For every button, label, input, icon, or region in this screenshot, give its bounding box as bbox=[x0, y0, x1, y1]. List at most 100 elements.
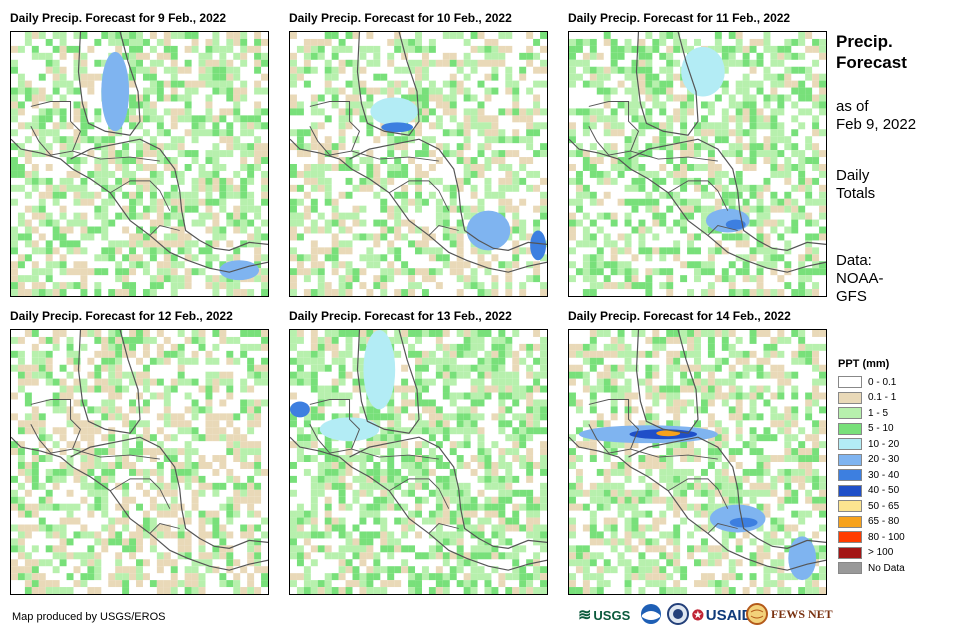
precip-cell bbox=[491, 371, 499, 379]
precip-cell bbox=[666, 448, 674, 456]
precip-cell bbox=[456, 184, 464, 192]
precip-cell bbox=[505, 468, 513, 476]
pacific-coastline bbox=[11, 138, 268, 273]
precip-cell bbox=[94, 143, 102, 151]
precip-cell bbox=[66, 226, 74, 234]
precip-cell bbox=[80, 559, 88, 567]
precip-cell bbox=[94, 385, 102, 393]
precip-cell bbox=[394, 330, 402, 337]
precip-cell bbox=[624, 268, 632, 276]
precip-cell bbox=[149, 468, 157, 476]
precip-cell bbox=[108, 378, 116, 386]
precip-cell bbox=[136, 371, 143, 379]
precip-cell bbox=[115, 462, 123, 469]
precip-cell bbox=[303, 177, 311, 185]
precip-cell bbox=[707, 150, 715, 158]
precip-cell bbox=[17, 573, 25, 581]
precip-cell bbox=[505, 462, 513, 469]
precip-cell bbox=[463, 330, 471, 337]
precip-cell bbox=[156, 52, 164, 60]
precip-cell bbox=[11, 448, 18, 456]
precip-cell bbox=[477, 45, 485, 53]
precip-cell bbox=[212, 282, 220, 290]
precip-cell bbox=[184, 247, 192, 255]
precip-cell bbox=[198, 343, 206, 351]
precip-cell bbox=[819, 261, 826, 269]
precip-cell bbox=[149, 275, 157, 283]
precip-cell bbox=[589, 531, 597, 539]
precip-cell bbox=[805, 108, 813, 116]
precip-cell bbox=[191, 489, 199, 497]
precip-cell bbox=[226, 545, 234, 553]
precip-cell bbox=[212, 73, 220, 81]
precip-cell bbox=[687, 364, 695, 372]
precip-cell bbox=[589, 52, 597, 60]
precip-cell bbox=[805, 212, 813, 220]
precip-cell bbox=[338, 545, 346, 553]
precip-cell bbox=[352, 87, 360, 95]
precip-cell bbox=[359, 510, 367, 518]
precip-cell bbox=[31, 462, 39, 469]
precip-cell bbox=[512, 94, 520, 102]
precip-cell bbox=[610, 336, 618, 344]
precip-cell bbox=[296, 254, 304, 262]
precip-cell bbox=[798, 441, 806, 449]
precip-cell bbox=[345, 503, 353, 511]
precip-cell bbox=[108, 136, 116, 144]
precip-cell bbox=[191, 122, 199, 130]
precip-cell bbox=[428, 427, 436, 435]
precip-cell bbox=[59, 427, 67, 435]
precip-cell bbox=[540, 150, 547, 158]
precip-cell bbox=[352, 233, 360, 241]
precip-cell bbox=[31, 32, 39, 39]
precip-cell bbox=[428, 330, 436, 337]
precip-cell bbox=[191, 136, 199, 144]
precip-cell bbox=[331, 94, 339, 102]
precip-cell bbox=[184, 427, 192, 435]
precip-cell bbox=[624, 392, 632, 400]
precip-cell bbox=[290, 254, 297, 262]
precip-cell bbox=[122, 254, 130, 262]
precip-cell bbox=[80, 122, 88, 130]
precip-cell bbox=[680, 226, 688, 234]
precip-cell bbox=[359, 406, 367, 414]
precip-cell bbox=[569, 73, 576, 81]
precip-cell bbox=[324, 254, 332, 262]
precip-cell bbox=[290, 357, 297, 365]
precip-cell bbox=[721, 441, 729, 449]
precip-cell bbox=[408, 566, 416, 574]
precip-cell bbox=[415, 462, 422, 469]
precip-cell bbox=[45, 350, 53, 358]
precip-cell bbox=[707, 282, 715, 290]
precip-cell bbox=[31, 129, 39, 137]
precip-cell bbox=[575, 427, 583, 435]
precip-cell bbox=[331, 462, 339, 469]
precip-cell bbox=[142, 184, 150, 192]
precip-cell bbox=[226, 282, 234, 290]
precip-cell bbox=[589, 73, 597, 81]
precip-cell bbox=[791, 198, 799, 206]
precip-cell bbox=[254, 150, 262, 158]
precip-cell bbox=[569, 247, 576, 255]
precip-cell bbox=[226, 143, 234, 151]
precip-cell bbox=[582, 552, 590, 560]
precip-cell bbox=[338, 261, 346, 269]
precip-cell bbox=[505, 87, 513, 95]
precip-cell bbox=[749, 385, 757, 393]
precip-cell bbox=[749, 448, 757, 456]
precip-cell bbox=[129, 336, 137, 344]
precip-cell bbox=[296, 108, 304, 116]
precip-cell bbox=[387, 212, 395, 220]
precip-cell bbox=[387, 496, 395, 504]
precip-cell bbox=[142, 240, 150, 248]
precip-cell bbox=[707, 503, 715, 511]
precip-cell bbox=[80, 177, 88, 185]
precip-cell bbox=[652, 524, 660, 532]
precip-cell bbox=[700, 524, 708, 532]
precip-cell bbox=[94, 531, 102, 539]
precip-cell bbox=[470, 330, 478, 337]
precip-cell bbox=[596, 212, 604, 220]
precip-cell bbox=[184, 441, 192, 449]
precip-cell bbox=[659, 66, 667, 74]
precip-cell bbox=[142, 73, 150, 81]
